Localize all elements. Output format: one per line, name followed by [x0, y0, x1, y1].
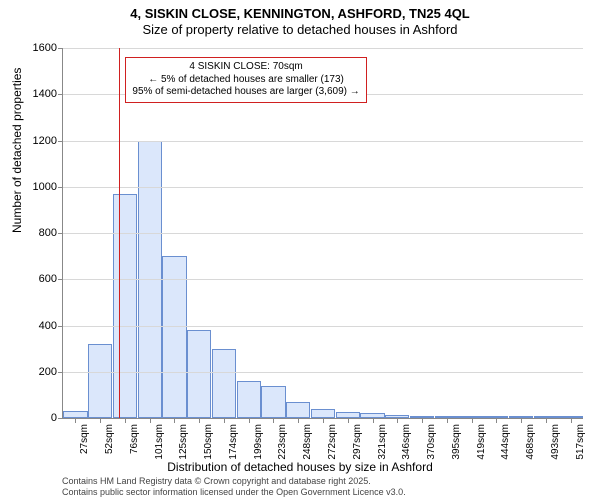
x-tick-mark [100, 418, 101, 423]
y-axis-label: Number of detached properties [10, 68, 24, 233]
histogram-bar [113, 194, 137, 418]
y-tick-mark [58, 326, 63, 327]
histogram-bar [187, 330, 211, 418]
x-tick-mark [496, 418, 497, 423]
x-tick-mark [224, 418, 225, 423]
x-tick-label: 223sqm [277, 424, 288, 460]
x-tick-mark [174, 418, 175, 423]
x-tick-label: 468sqm [525, 424, 536, 460]
histogram-bar [286, 402, 310, 418]
x-tick-label: 272sqm [327, 424, 338, 460]
grid-line [63, 326, 583, 327]
grid-line [63, 187, 583, 188]
x-tick-mark [150, 418, 151, 423]
x-tick-mark [348, 418, 349, 423]
x-tick-label: 27sqm [79, 424, 90, 454]
footer-line1: Contains HM Land Registry data © Crown c… [62, 476, 406, 487]
annotation-line: 95% of semi-detached houses are larger (… [132, 86, 359, 99]
grid-line [63, 279, 583, 280]
annotation-line: ← 5% of detached houses are smaller (173… [132, 74, 359, 87]
y-tick-mark [58, 48, 63, 49]
x-tick-label: 76sqm [129, 424, 140, 454]
y-tick-mark [58, 233, 63, 234]
x-tick-label: 125sqm [178, 424, 189, 460]
x-tick-mark [199, 418, 200, 423]
x-tick-mark [298, 418, 299, 423]
x-tick-mark [373, 418, 374, 423]
footer-attribution: Contains HM Land Registry data © Crown c… [62, 476, 406, 498]
x-tick-label: 174sqm [228, 424, 239, 460]
grid-line [63, 141, 583, 142]
x-tick-label: 395sqm [451, 424, 462, 460]
x-axis-label: Distribution of detached houses by size … [0, 460, 600, 474]
x-tick-label: 248sqm [302, 424, 313, 460]
grid-line [63, 233, 583, 234]
y-tick-label: 1400 [33, 88, 57, 100]
x-tick-mark [422, 418, 423, 423]
x-tick-mark [125, 418, 126, 423]
y-tick-mark [58, 372, 63, 373]
y-tick-label: 200 [39, 366, 57, 378]
plot-area: 0200400600800100012001400160027sqm52sqm7… [62, 48, 583, 419]
y-tick-label: 1200 [33, 135, 57, 147]
y-tick-mark [58, 94, 63, 95]
property-marker-line [119, 48, 120, 418]
x-tick-mark [273, 418, 274, 423]
x-tick-label: 370sqm [426, 424, 437, 460]
x-tick-label: 101sqm [154, 424, 165, 460]
title-block: 4, SISKIN CLOSE, KENNINGTON, ASHFORD, TN… [0, 0, 600, 37]
y-tick-label: 1600 [33, 42, 57, 54]
histogram-bar [88, 344, 112, 418]
x-tick-label: 346sqm [401, 424, 412, 460]
y-tick-label: 600 [39, 273, 57, 285]
footer-line2: Contains public sector information licen… [62, 487, 406, 498]
x-tick-mark [546, 418, 547, 423]
chart-title-sub: Size of property relative to detached ho… [0, 22, 600, 37]
x-tick-mark [75, 418, 76, 423]
x-tick-label: 297sqm [352, 424, 363, 460]
x-tick-mark [397, 418, 398, 423]
x-tick-label: 321sqm [377, 424, 388, 460]
histogram-bar [63, 411, 87, 418]
histogram-bar [237, 381, 261, 418]
y-tick-mark [58, 279, 63, 280]
x-tick-label: 150sqm [203, 424, 214, 460]
x-tick-label: 52sqm [104, 424, 115, 454]
annotation-line: 4 SISKIN CLOSE: 70sqm [132, 61, 359, 74]
annotation-box: 4 SISKIN CLOSE: 70sqm← 5% of detached ho… [125, 57, 366, 103]
chart-container: 4, SISKIN CLOSE, KENNINGTON, ASHFORD, TN… [0, 0, 600, 500]
x-tick-label: 199sqm [253, 424, 264, 460]
y-tick-mark [58, 141, 63, 142]
x-tick-label: 419sqm [476, 424, 487, 460]
histogram-bar [162, 256, 186, 418]
y-tick-label: 800 [39, 227, 57, 239]
y-tick-label: 400 [39, 320, 57, 332]
histogram-bar [311, 409, 335, 418]
x-tick-label: 493sqm [550, 424, 561, 460]
grid-line [63, 372, 583, 373]
x-tick-mark [571, 418, 572, 423]
histogram-bar [212, 349, 236, 418]
x-tick-mark [323, 418, 324, 423]
x-tick-label: 517sqm [575, 424, 586, 460]
x-tick-mark [447, 418, 448, 423]
y-tick-label: 0 [51, 412, 57, 424]
y-tick-mark [58, 418, 63, 419]
x-tick-mark [472, 418, 473, 423]
chart-title-main: 4, SISKIN CLOSE, KENNINGTON, ASHFORD, TN… [0, 6, 600, 21]
x-tick-label: 444sqm [500, 424, 511, 460]
x-tick-mark [249, 418, 250, 423]
x-tick-mark [521, 418, 522, 423]
y-tick-label: 1000 [33, 181, 57, 193]
grid-line [63, 48, 583, 49]
histogram-bar [261, 386, 285, 418]
y-tick-mark [58, 187, 63, 188]
